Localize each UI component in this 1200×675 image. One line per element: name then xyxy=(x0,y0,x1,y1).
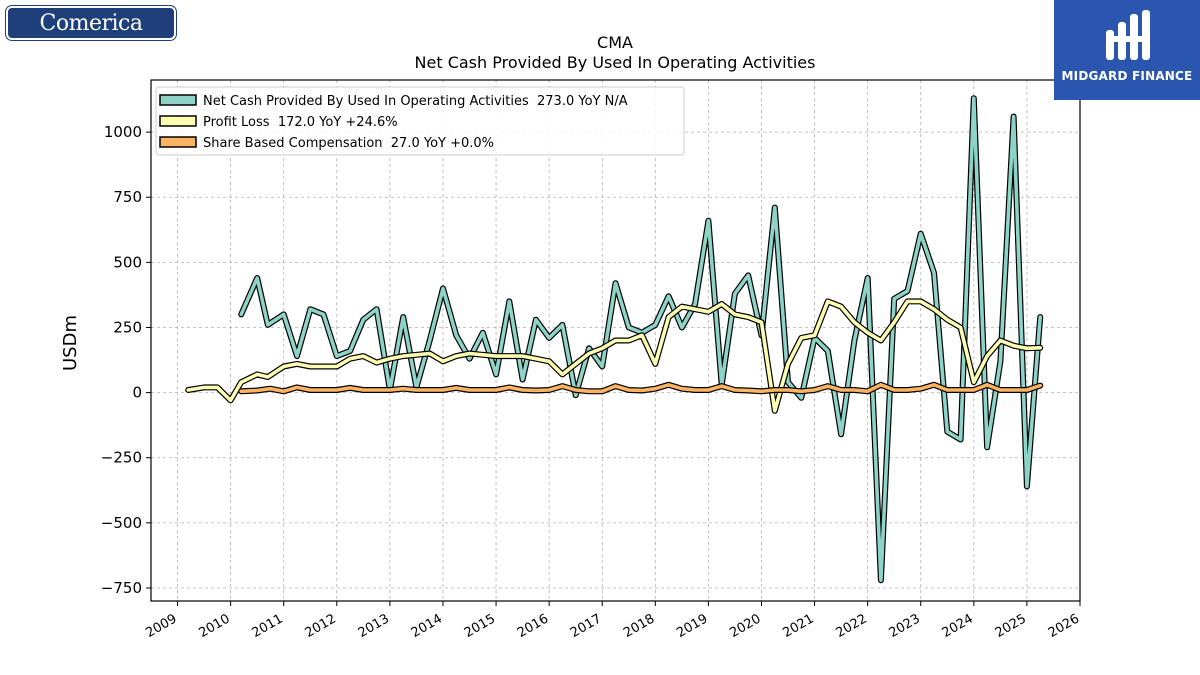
x-tick-label: 2019 xyxy=(674,611,710,641)
y-tick-label: 1000 xyxy=(104,123,142,141)
y-tick-label: 500 xyxy=(113,253,142,271)
x-tick-label: 2013 xyxy=(356,611,392,641)
x-tick-label: 2026 xyxy=(1046,611,1082,641)
x-tick-label: 2010 xyxy=(196,611,232,641)
series-1-line xyxy=(186,299,1042,413)
comerica-logo: Comerica xyxy=(6,6,176,40)
legend: Net Cash Provided By Used In Operating A… xyxy=(155,86,685,156)
y-axis-label: USDm xyxy=(60,315,81,371)
series-lines xyxy=(185,95,1044,584)
legend-swatch xyxy=(159,115,197,127)
x-tick-label: 2023 xyxy=(887,611,923,641)
x-tick-label: 2020 xyxy=(727,611,763,641)
x-tick-label: 2015 xyxy=(462,611,498,641)
plot-area-frame xyxy=(150,79,1081,602)
y-tick-label: −500 xyxy=(101,514,142,532)
x-tick-label: 2021 xyxy=(780,611,816,641)
x-tick-label: 2011 xyxy=(250,611,286,641)
x-tick-label: 2017 xyxy=(568,611,604,641)
legend-swatch xyxy=(159,136,197,148)
series-1-outline xyxy=(185,298,1044,414)
x-tick-label: 2018 xyxy=(621,611,657,641)
x-tick-label: 2016 xyxy=(515,611,551,641)
midgard-finance-logo: MIDGARD FINANCE xyxy=(1054,0,1200,100)
y-tick-label: −750 xyxy=(101,579,142,597)
comerica-logo-text: Comerica xyxy=(39,11,143,36)
legend-entry-label: Profit Loss 172.0 YoY +24.6% xyxy=(203,115,398,130)
x-tick-label: 2025 xyxy=(993,611,1029,641)
midgard-logo-mark-icon xyxy=(1106,10,1150,60)
x-tick-label: 2014 xyxy=(409,611,445,641)
legend-swatch xyxy=(159,94,197,106)
x-tick-label: 2012 xyxy=(303,611,339,641)
y-tick-label: 0 xyxy=(132,384,142,402)
legend-box xyxy=(155,86,685,156)
series-2-line xyxy=(239,382,1042,394)
y-tick-label: −250 xyxy=(101,449,142,467)
x-tick-label: 2022 xyxy=(833,611,869,641)
x-tick-label: 2024 xyxy=(940,611,976,641)
legend-entry-label: Share Based Compensation 27.0 YoY +0.0% xyxy=(203,136,494,151)
chart-title: CMA xyxy=(597,33,633,52)
legend-entry-label: Net Cash Provided By Used In Operating A… xyxy=(203,94,628,109)
y-tick-label: 250 xyxy=(113,318,142,336)
chart-subtitle: Net Cash Provided By Used In Operating A… xyxy=(415,53,816,72)
midgard-logo-text: MIDGARD FINANCE xyxy=(1061,69,1193,83)
y-tick-label: 750 xyxy=(113,188,142,206)
x-tick-label: 2009 xyxy=(143,611,179,641)
